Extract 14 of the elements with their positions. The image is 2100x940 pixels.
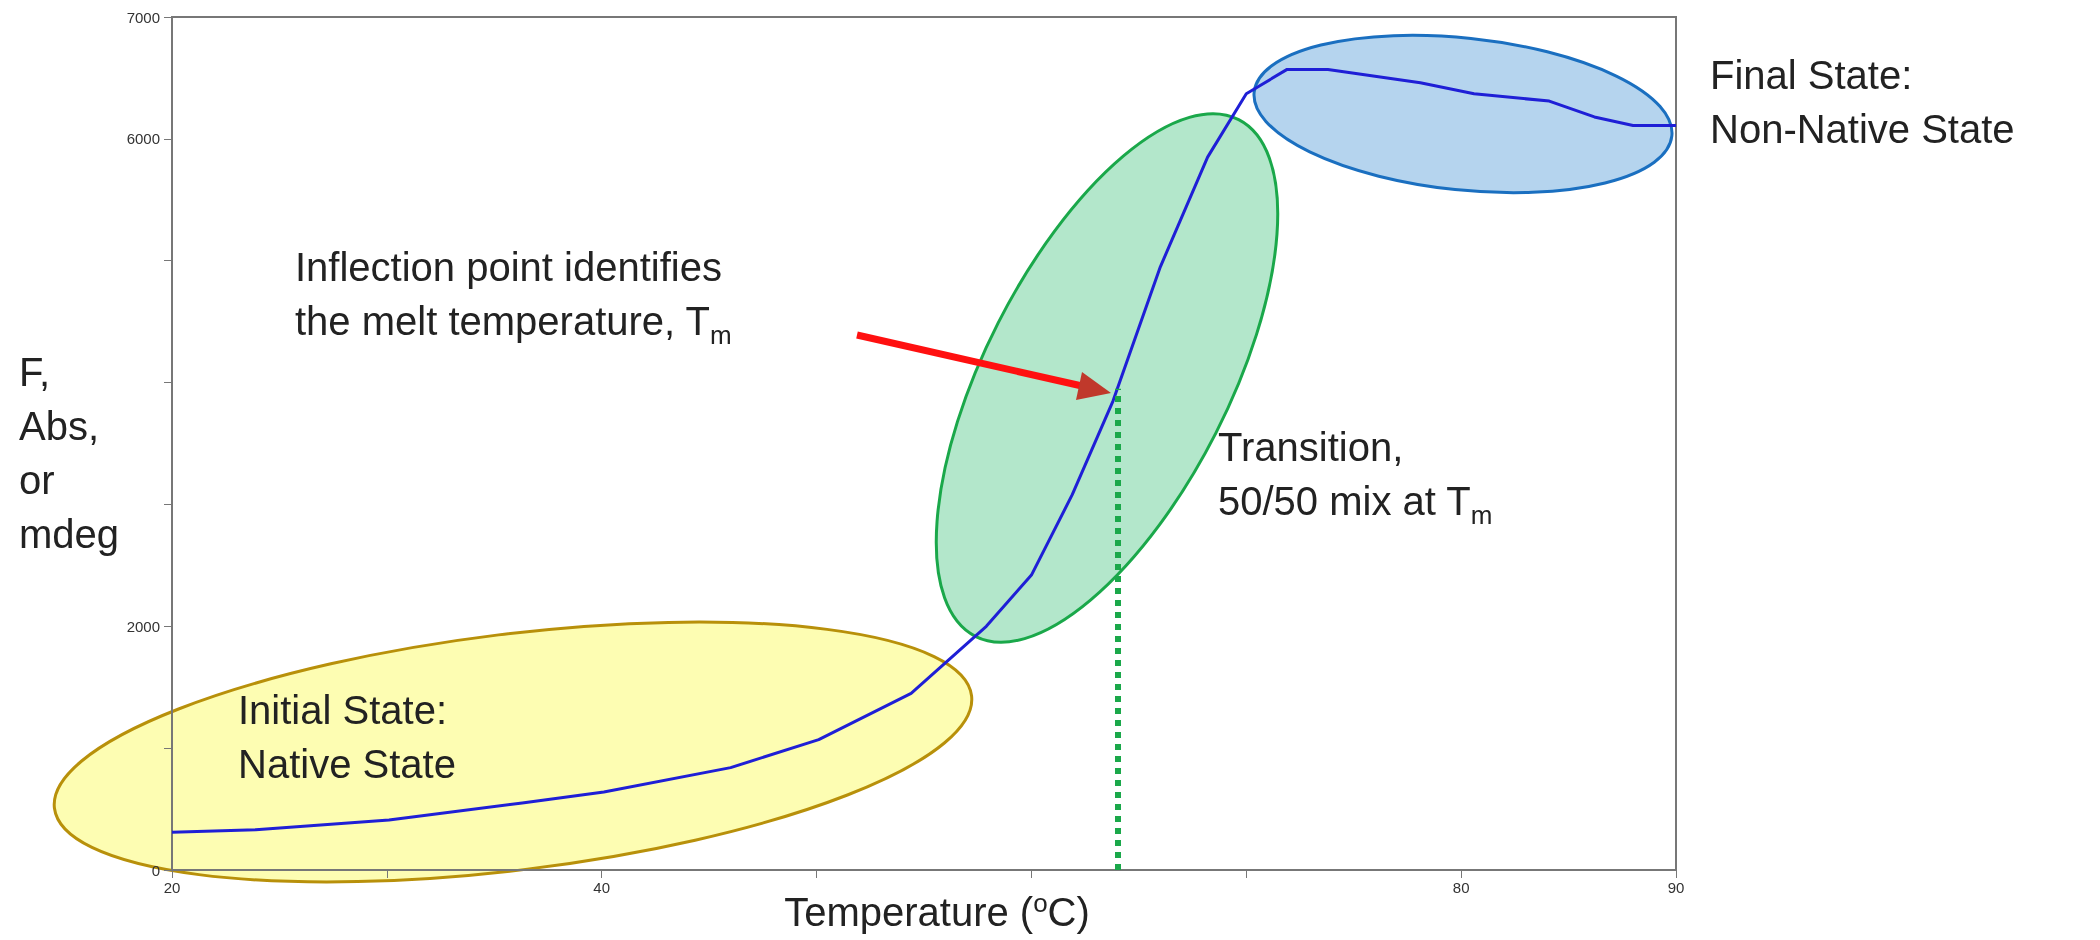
y-axis-title: F, Abs, or mdeg	[19, 349, 120, 558]
y-tick-label: 7000	[126, 8, 160, 26]
x-tick-label: 20	[163, 879, 181, 896]
x-axis-title: Temperature ($^{o}$C)	[784, 886, 1090, 936]
line-series	[170, 67, 1678, 834]
y-tick-label: 2000	[126, 617, 160, 635]
x-tick-label: 80	[1452, 879, 1470, 896]
annotation: Inflection point identifies the melt temperature, T$_{m}$	[295, 244, 732, 352]
x-tick-label: 40	[593, 879, 611, 896]
annotation: Transition, 50/50 mix at T$_{m}$	[1218, 424, 1493, 532]
annotation: Initial State: Native State	[238, 687, 456, 788]
text: Final State: Non-Native State	[1710, 52, 2015, 153]
x-tick-label: 90	[1667, 879, 1685, 896]
y-tick-label: 6000	[126, 130, 160, 148]
